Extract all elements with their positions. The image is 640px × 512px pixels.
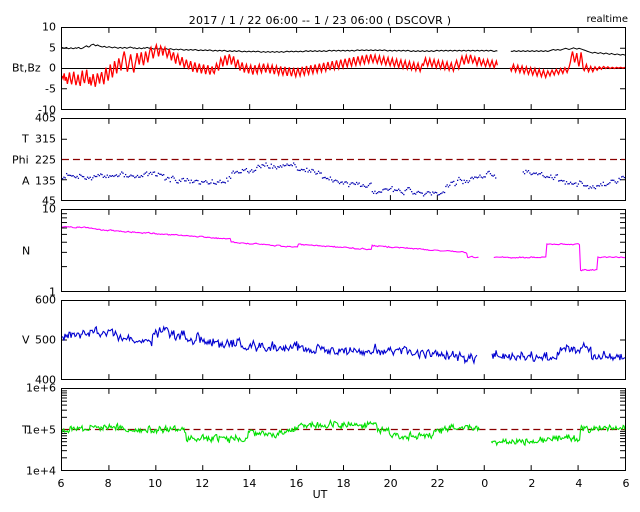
xtick-2: 2 — [528, 477, 536, 490]
axis-label-n: N — [22, 244, 31, 258]
panel-v-canvas — [62, 301, 625, 379]
ytick-v-600: 600 — [35, 293, 56, 307]
axis-label-phi: Phi — [12, 153, 29, 167]
panel-proton-density — [61, 209, 626, 292]
panel-bt-bz — [61, 27, 626, 110]
panel-n-canvas — [62, 210, 625, 291]
axis-label-t-top: T — [22, 132, 29, 146]
ytick-bt-m10: -10 — [38, 103, 56, 117]
panel-phi-angle — [61, 118, 626, 201]
xtick-22: 22 — [430, 477, 445, 490]
ytick-t-1e6: 1e+6 — [26, 381, 56, 395]
xtick-18: 18 — [336, 477, 351, 490]
panel-t-canvas — [62, 389, 625, 470]
ytick-n-10: 10 — [42, 202, 56, 216]
xtick-6: 6 — [622, 477, 630, 490]
panel-bt-bz-canvas — [62, 28, 625, 109]
axis-label-bt-bz: Bt,Bz — [12, 61, 41, 75]
panel-phi-canvas — [62, 119, 625, 200]
ytick-bt-m5: -5 — [45, 82, 56, 96]
ytick-bt-10: 10 — [42, 20, 56, 34]
panel-proton-temperature — [61, 388, 626, 471]
ytick-bt-0: 0 — [49, 61, 56, 75]
xtick-16: 16 — [289, 477, 304, 490]
xtick-0: 0 — [481, 477, 489, 490]
ytick-phi-315: 315 — [35, 132, 56, 146]
ytick-bt-5: 5 — [49, 41, 56, 55]
ytick-v-400: 400 — [35, 373, 56, 387]
realtime-label: realtime — [586, 14, 628, 25]
ytick-v-500: 500 — [35, 333, 56, 347]
chart-title: 2017 / 1 / 22 06:00 -- 1 / 23 06:00 ( DS… — [188, 14, 452, 27]
panel-solar-wind-speed — [61, 300, 626, 380]
axis-label-a: A — [22, 174, 30, 188]
axis-label-ut: UT — [312, 488, 328, 501]
xtick-6: 6 — [57, 477, 65, 490]
xtick-20: 20 — [383, 477, 398, 490]
xtick-14: 14 — [242, 477, 257, 490]
ytick-t-1e4: 1e+4 — [26, 464, 56, 478]
ytick-phi-405: 405 — [35, 111, 56, 125]
ytick-n-1: 1 — [49, 285, 56, 299]
xtick-12: 12 — [195, 477, 210, 490]
ytick-t-1e5: 1e+5 — [26, 423, 56, 437]
ytick-phi-225: 225 — [35, 153, 56, 167]
ytick-phi-135: 135 — [35, 174, 56, 188]
ytick-phi-45: 45 — [42, 194, 56, 208]
xtick-4: 4 — [575, 477, 583, 490]
axis-label-t-bottom: T — [22, 423, 29, 437]
xtick-10: 10 — [148, 477, 163, 490]
axis-label-v: V — [22, 333, 30, 347]
xtick-8: 8 — [104, 477, 112, 490]
